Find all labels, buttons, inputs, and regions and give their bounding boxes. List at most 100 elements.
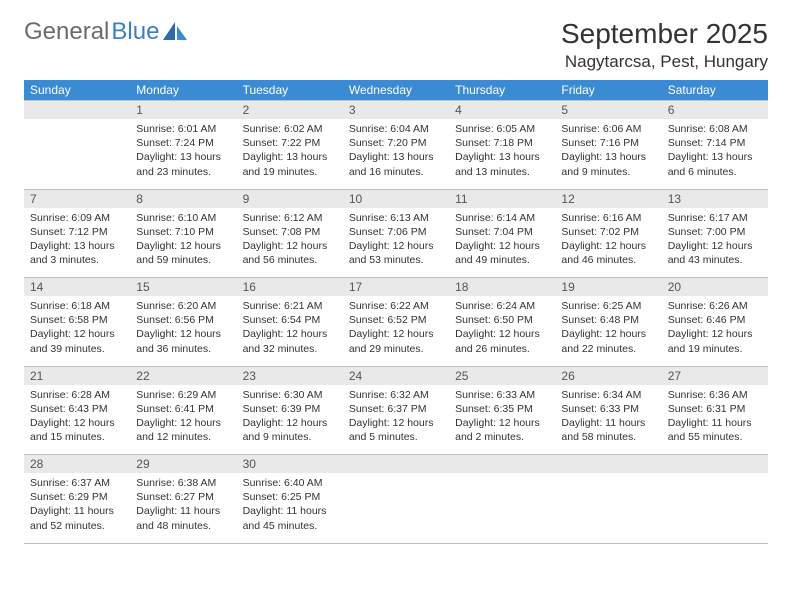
- daynum-row: 78910111213: [24, 189, 768, 208]
- daylight-line1: Daylight: 12 hours: [668, 239, 762, 253]
- day-number-cell: [449, 455, 555, 474]
- sunset-text: Sunset: 6:46 PM: [668, 313, 762, 327]
- day-detail-cell: Sunrise: 6:33 AMSunset: 6:35 PMDaylight:…: [449, 385, 555, 455]
- day-detail-cell: Sunrise: 6:26 AMSunset: 6:46 PMDaylight:…: [662, 296, 768, 366]
- sunset-text: Sunset: 7:10 PM: [136, 225, 230, 239]
- detail-row: Sunrise: 6:09 AMSunset: 7:12 PMDaylight:…: [24, 208, 768, 278]
- logo-word2: Blue: [111, 18, 159, 46]
- day-header: Monday: [130, 80, 236, 101]
- daylight-line1: Daylight: 13 hours: [668, 150, 762, 164]
- day-number-cell: 24: [343, 366, 449, 385]
- daylight-line1: Daylight: 12 hours: [455, 416, 549, 430]
- day-detail-cell: Sunrise: 6:32 AMSunset: 6:37 PMDaylight:…: [343, 385, 449, 455]
- detail-row: Sunrise: 6:37 AMSunset: 6:29 PMDaylight:…: [24, 473, 768, 543]
- day-number-cell: 28: [24, 455, 130, 474]
- daylight-line2: and 19 minutes.: [243, 165, 337, 179]
- day-number-cell: 14: [24, 278, 130, 297]
- daylight-line1: Daylight: 12 hours: [561, 239, 655, 253]
- logo-word1: General: [24, 18, 109, 46]
- day-number-cell: 10: [343, 189, 449, 208]
- sunrise-text: Sunrise: 6:18 AM: [30, 299, 124, 313]
- day-detail-cell: Sunrise: 6:38 AMSunset: 6:27 PMDaylight:…: [130, 473, 236, 543]
- sunset-text: Sunset: 6:37 PM: [349, 402, 443, 416]
- day-header: Wednesday: [343, 80, 449, 101]
- sunrise-text: Sunrise: 6:22 AM: [349, 299, 443, 313]
- location: Nagytarcsa, Pest, Hungary: [561, 52, 768, 72]
- day-number-cell: 19: [555, 278, 661, 297]
- day-number-cell: 6: [662, 101, 768, 120]
- daylight-line1: Daylight: 11 hours: [668, 416, 762, 430]
- daylight-line1: Daylight: 12 hours: [455, 327, 549, 341]
- day-header: Friday: [555, 80, 661, 101]
- daylight-line2: and 26 minutes.: [455, 342, 549, 356]
- sunrise-text: Sunrise: 6:14 AM: [455, 211, 549, 225]
- day-number-cell: 27: [662, 366, 768, 385]
- daylight-line1: Daylight: 11 hours: [561, 416, 655, 430]
- day-number-cell: 3: [343, 101, 449, 120]
- day-detail-cell: Sunrise: 6:09 AMSunset: 7:12 PMDaylight:…: [24, 208, 130, 278]
- daylight-line2: and 3 minutes.: [30, 253, 124, 267]
- sunrise-text: Sunrise: 6:29 AM: [136, 388, 230, 402]
- sunset-text: Sunset: 6:50 PM: [455, 313, 549, 327]
- daylight-line1: Daylight: 12 hours: [30, 416, 124, 430]
- sunset-text: Sunset: 7:14 PM: [668, 136, 762, 150]
- title-block: September 2025 Nagytarcsa, Pest, Hungary: [561, 18, 768, 72]
- sunset-text: Sunset: 7:16 PM: [561, 136, 655, 150]
- daylight-line2: and 6 minutes.: [668, 165, 762, 179]
- day-number-cell: 26: [555, 366, 661, 385]
- day-detail-cell: [343, 473, 449, 543]
- daylight-line1: Daylight: 12 hours: [243, 239, 337, 253]
- sunset-text: Sunset: 6:41 PM: [136, 402, 230, 416]
- sunset-text: Sunset: 7:04 PM: [455, 225, 549, 239]
- daylight-line2: and 2 minutes.: [455, 430, 549, 444]
- daylight-line1: Daylight: 12 hours: [243, 416, 337, 430]
- sunrise-text: Sunrise: 6:34 AM: [561, 388, 655, 402]
- day-number-cell: 16: [237, 278, 343, 297]
- daylight-line1: Daylight: 13 hours: [561, 150, 655, 164]
- day-detail-cell: Sunrise: 6:02 AMSunset: 7:22 PMDaylight:…: [237, 119, 343, 189]
- day-number-cell: 15: [130, 278, 236, 297]
- day-detail-cell: Sunrise: 6:01 AMSunset: 7:24 PMDaylight:…: [130, 119, 236, 189]
- sunrise-text: Sunrise: 6:04 AM: [349, 122, 443, 136]
- daylight-line2: and 45 minutes.: [243, 519, 337, 533]
- daylight-line2: and 59 minutes.: [136, 253, 230, 267]
- daylight-line1: Daylight: 12 hours: [136, 327, 230, 341]
- daylight-line2: and 43 minutes.: [668, 253, 762, 267]
- day-number-cell: 30: [237, 455, 343, 474]
- daylight-line2: and 49 minutes.: [455, 253, 549, 267]
- day-header: Thursday: [449, 80, 555, 101]
- daylight-line2: and 58 minutes.: [561, 430, 655, 444]
- day-number-cell: 22: [130, 366, 236, 385]
- daylight-line1: Daylight: 13 hours: [30, 239, 124, 253]
- day-detail-cell: Sunrise: 6:18 AMSunset: 6:58 PMDaylight:…: [24, 296, 130, 366]
- day-detail-cell: Sunrise: 6:14 AMSunset: 7:04 PMDaylight:…: [449, 208, 555, 278]
- sunset-text: Sunset: 6:31 PM: [668, 402, 762, 416]
- daylight-line2: and 56 minutes.: [243, 253, 337, 267]
- sunset-text: Sunset: 7:20 PM: [349, 136, 443, 150]
- day-detail-cell: Sunrise: 6:08 AMSunset: 7:14 PMDaylight:…: [662, 119, 768, 189]
- day-detail-cell: [449, 473, 555, 543]
- logo: GeneralBlue: [24, 18, 189, 46]
- detail-row: Sunrise: 6:01 AMSunset: 7:24 PMDaylight:…: [24, 119, 768, 189]
- daylight-line2: and 29 minutes.: [349, 342, 443, 356]
- sunrise-text: Sunrise: 6:38 AM: [136, 476, 230, 490]
- day-detail-cell: Sunrise: 6:40 AMSunset: 6:25 PMDaylight:…: [237, 473, 343, 543]
- sunrise-text: Sunrise: 6:05 AM: [455, 122, 549, 136]
- sunset-text: Sunset: 7:06 PM: [349, 225, 443, 239]
- day-detail-cell: Sunrise: 6:29 AMSunset: 6:41 PMDaylight:…: [130, 385, 236, 455]
- daylight-line2: and 16 minutes.: [349, 165, 443, 179]
- sunset-text: Sunset: 7:02 PM: [561, 225, 655, 239]
- day-detail-cell: Sunrise: 6:28 AMSunset: 6:43 PMDaylight:…: [24, 385, 130, 455]
- day-detail-cell: Sunrise: 6:12 AMSunset: 7:08 PMDaylight:…: [237, 208, 343, 278]
- daylight-line2: and 48 minutes.: [136, 519, 230, 533]
- daynum-row: 21222324252627: [24, 366, 768, 385]
- sunrise-text: Sunrise: 6:25 AM: [561, 299, 655, 313]
- daylight-line1: Daylight: 13 hours: [136, 150, 230, 164]
- day-detail-cell: Sunrise: 6:10 AMSunset: 7:10 PMDaylight:…: [130, 208, 236, 278]
- sunrise-text: Sunrise: 6:16 AM: [561, 211, 655, 225]
- sunrise-text: Sunrise: 6:37 AM: [30, 476, 124, 490]
- daylight-line1: Daylight: 11 hours: [243, 504, 337, 518]
- daynum-row: 14151617181920: [24, 278, 768, 297]
- page-header: GeneralBlue September 2025 Nagytarcsa, P…: [24, 18, 768, 72]
- day-detail-cell: Sunrise: 6:21 AMSunset: 6:54 PMDaylight:…: [237, 296, 343, 366]
